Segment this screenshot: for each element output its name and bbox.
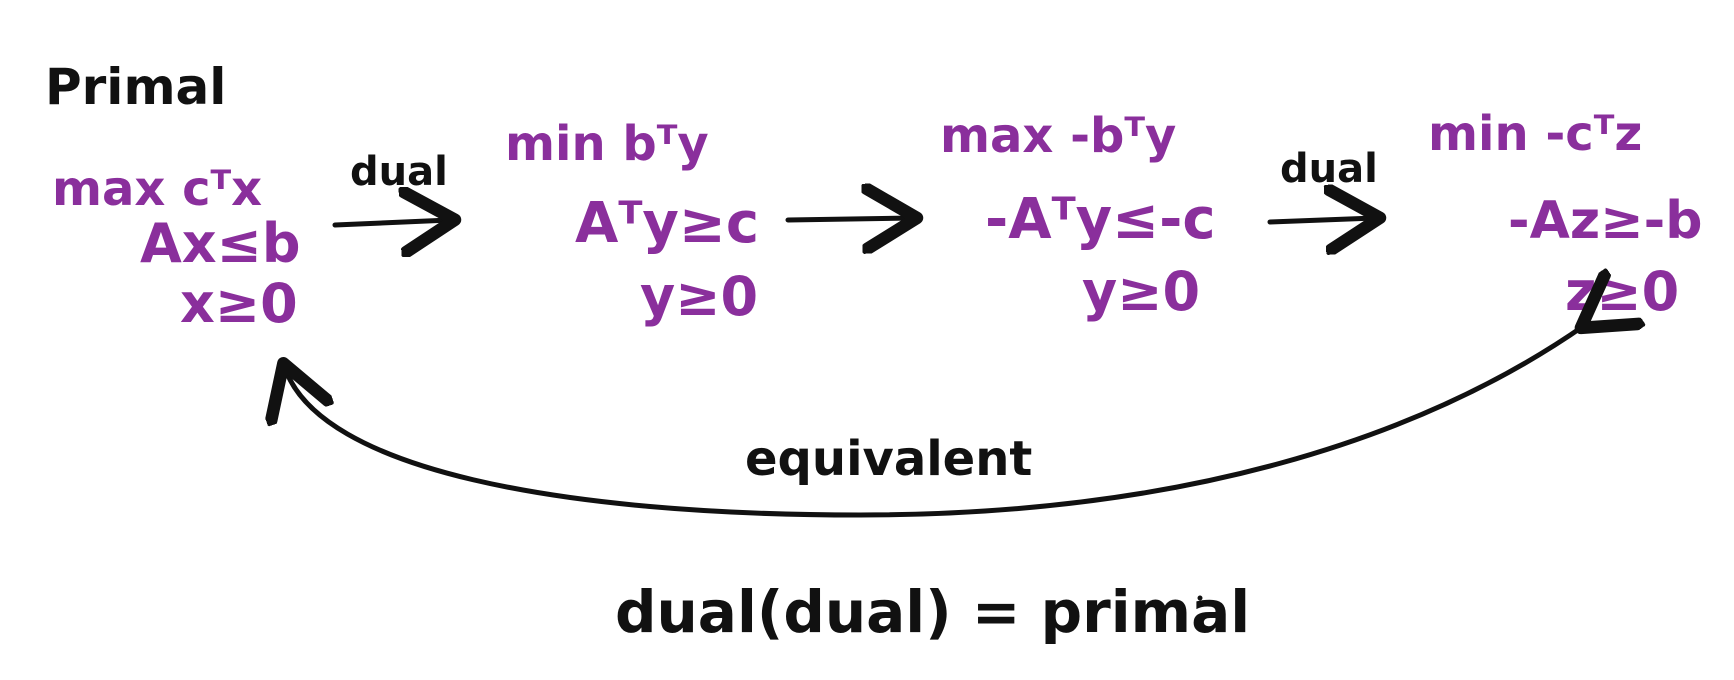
conclusion-statement: dual(dual) = primal — [615, 578, 1250, 646]
stray-dot — [1197, 595, 1203, 601]
rewritten-constraint: -Aᵀy≤-c — [985, 187, 1216, 252]
equivalent-label: equivalent — [745, 431, 1032, 487]
rewritten-nonnegativity: y≥0 — [1082, 260, 1200, 323]
dual-of-dual-constraint: -Az≥-b — [1508, 191, 1702, 251]
dual-of-dual-problem: min -cᵀz -Az≥-b z≥0 — [1428, 106, 1702, 323]
dual-problem: min bᵀy Aᵀy≥c y≥0 — [505, 116, 759, 328]
dual-nonnegativity: y≥0 — [640, 265, 758, 328]
dual-objective: min bᵀy — [505, 116, 709, 172]
dual-of-dual-nonnegativity: z≥0 — [1565, 260, 1679, 323]
arrow-rewritten-to-dual-of-dual — [1267, 218, 1375, 222]
rewritten-dual-problem: max -bᵀy -Aᵀy≤-c y≥0 — [940, 108, 1216, 323]
primal-constraint: Ax≤b — [140, 212, 301, 275]
dual-constraint: Aᵀy≥c — [575, 191, 759, 256]
rewritten-objective: max -bᵀy — [940, 108, 1176, 164]
arrow-label-dual-1: dual — [350, 149, 448, 195]
arrow-primal-to-dual — [332, 220, 450, 225]
primal-heading: Primal — [45, 58, 226, 116]
arrow-label-dual-2: dual — [1280, 146, 1378, 192]
arrow-dual-to-rewritten — [785, 218, 912, 220]
primal-nonnegativity: x≥0 — [180, 272, 298, 335]
dual-of-dual-objective: min -cᵀz — [1428, 106, 1642, 162]
primal-problem: max cᵀx Ax≤b x≥0 — [52, 161, 301, 335]
equivalence-curve-arrow — [285, 325, 1585, 518]
primal-objective: max cᵀx — [52, 161, 262, 217]
